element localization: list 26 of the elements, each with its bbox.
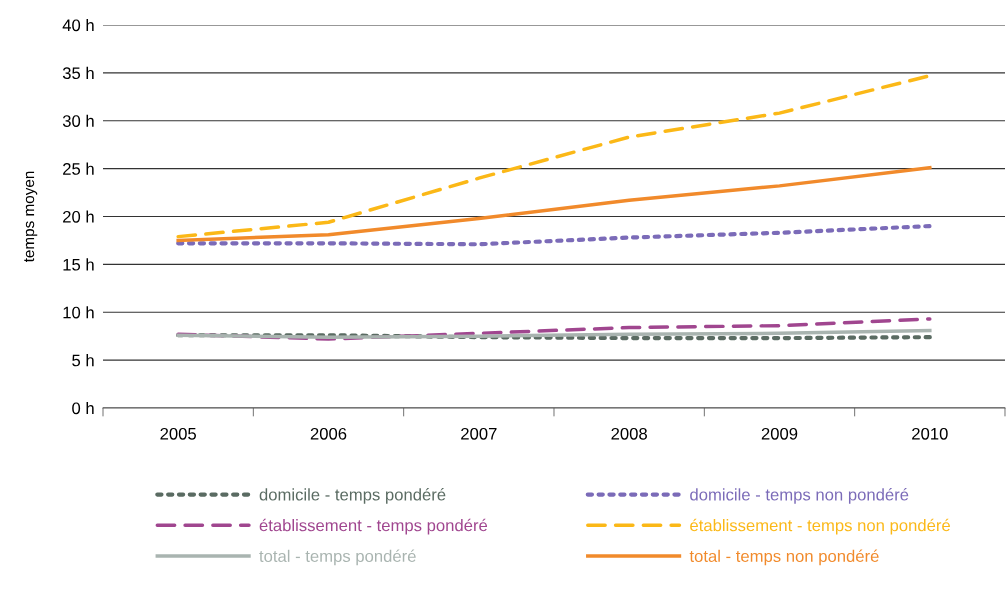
x-tick-label: 2009 [761,427,798,440]
y-tick-label: 35 h [62,66,94,80]
x-tick-label: 2007 [461,427,497,440]
line-series [176,317,932,341]
text: domicile - temps non pondéré [690,488,909,504]
y-tick-label: 0 h [72,401,94,415]
text: total - temps pondéré [259,549,416,566]
line-series [176,165,932,243]
x-tick-label: 2010 [912,427,948,440]
text: total - temps non pondéré [689,549,879,566]
text: domicile - temps pondéré [259,488,446,504]
y-tick-label: 25 h [63,162,94,175]
text: établissement - temps non pondéré [690,518,950,535]
y-tick-label: 15 h [63,258,94,271]
y-tick-label: 30 h [62,114,94,127]
x-tick-label: 2008 [611,427,647,440]
text: établissement - temps pondéré [259,518,488,535]
y-tick-label: 5 h [72,354,94,367]
line-series [176,328,932,339]
y-tick-label: 20 h [63,210,94,223]
y-axis-title: temps moyen [24,171,38,263]
x-tick-label: 2006 [310,427,347,440]
y-tick-label: 40 h [62,18,94,32]
x-tick-label: 2005 [160,427,197,440]
y-tick-label: 10 h [63,306,94,319]
line-series [176,223,932,247]
